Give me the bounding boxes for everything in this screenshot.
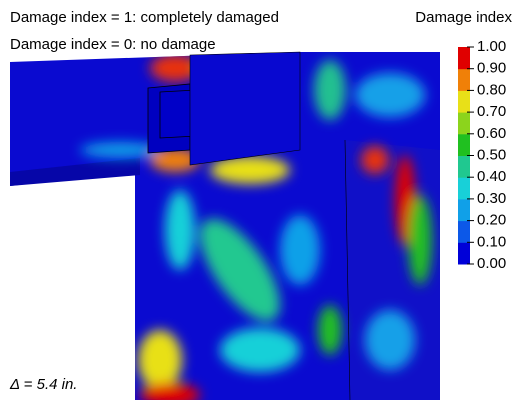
colorbar-label: 0.80 <box>477 81 506 98</box>
colorbar-band <box>458 156 470 178</box>
colorbar-label: 0.20 <box>477 212 506 229</box>
screenshot: Damage index = 1: completely damaged Dam… <box>0 0 518 400</box>
colorbar-label: 0.10 <box>477 233 506 250</box>
colorbar-label: 1.00 <box>477 38 506 55</box>
colorbar-label: 0.00 <box>477 255 506 272</box>
colorbar-label: 0.60 <box>477 125 506 142</box>
colorbar-label: 0.70 <box>477 103 506 120</box>
legend-title: Damage index <box>415 9 512 26</box>
colorbar-band <box>458 221 470 243</box>
colorbar-band <box>458 69 470 91</box>
colorbar-band <box>458 242 470 264</box>
colorbar-label: 0.90 <box>477 60 506 77</box>
colorbar-band <box>458 90 470 112</box>
colorbar-band <box>458 177 470 199</box>
colorbar-band <box>458 134 470 156</box>
colorbar-band <box>458 112 470 134</box>
model-view <box>10 52 440 400</box>
note: Damage index = 1: completely damaged <box>10 9 279 26</box>
delta-label: Δ = 5.4 in. <box>9 376 77 393</box>
colorbar-label: 0.50 <box>477 146 506 163</box>
colorbar-label: 0.30 <box>477 190 506 207</box>
colorbar-band <box>458 199 470 221</box>
note: Damage index = 0: no damage <box>10 36 216 53</box>
colorbar-band <box>458 47 470 69</box>
colorbar-label: 0.40 <box>477 168 506 185</box>
